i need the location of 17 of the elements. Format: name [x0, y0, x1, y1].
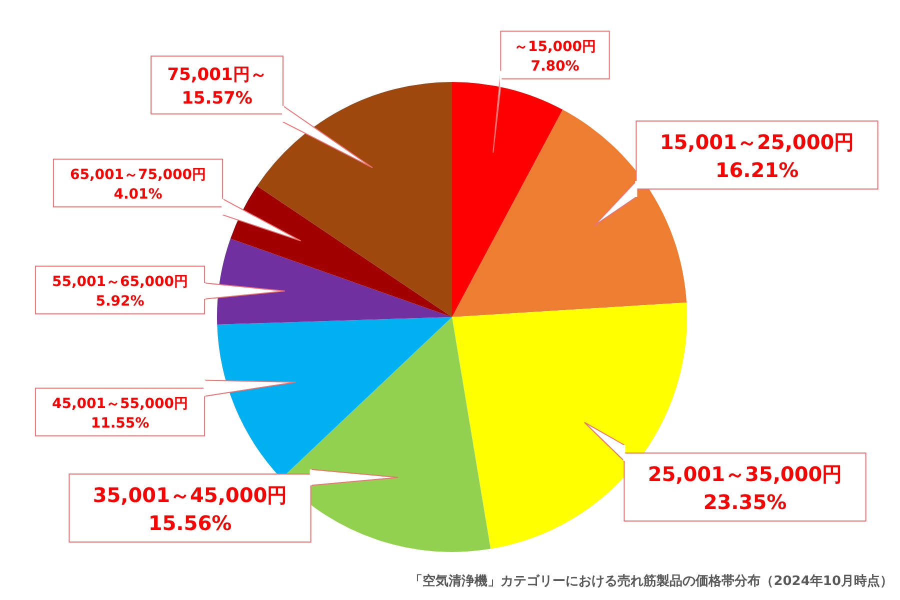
slice-label: ～15,000円 — [514, 38, 596, 55]
data-label: 5.92% — [96, 293, 144, 310]
data-label: 11.55% — [90, 415, 150, 432]
slice-label: 45,001～55,000円 — [52, 396, 188, 412]
data-label: 4.01% — [114, 186, 162, 202]
data-label: 16.21% — [715, 158, 799, 182]
slice-label: 15,001～25,000円 — [660, 130, 854, 154]
slice-label: 55,001～65,000円 — [52, 274, 188, 290]
slice-label: 75,001円～ — [167, 64, 267, 85]
data-label: 15.56% — [148, 511, 232, 535]
slice-label: 65,001～75,000円 — [70, 166, 206, 183]
slice-label: 35,001～45,000円 — [92, 483, 288, 507]
data-label: 23.35% — [703, 490, 787, 514]
data-label: 15.57% — [182, 88, 252, 109]
slice-label: 25,001～35,000円 — [648, 462, 842, 486]
text: 「空気清浄機」カテゴリーにおける売れ筋製品の価格帯分布（2024年10月時点） — [410, 573, 893, 589]
data-label: 7.80% — [530, 58, 580, 74]
